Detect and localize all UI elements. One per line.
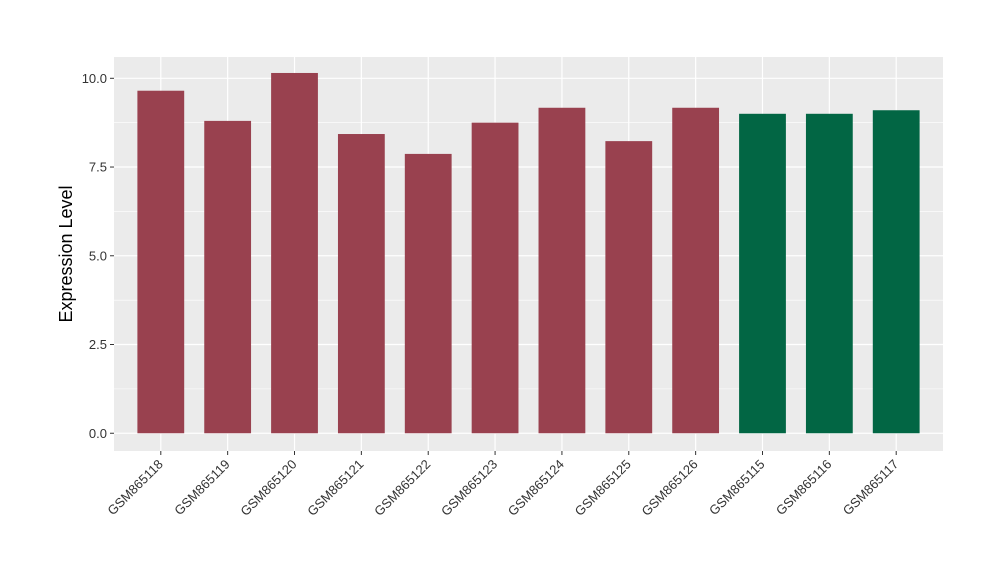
y-tick-label: 5.0 [89,248,107,263]
x-tick-label: GSM865119 [171,457,233,519]
bars [137,72,920,434]
y-tick-label: 0.0 [89,426,107,441]
bar-gsm865116 [805,113,853,434]
bar-gsm865120 [271,72,318,434]
x-tick-label: GSM865123 [438,457,500,519]
bar-gsm865126 [672,107,720,434]
x-tick-label: GSM865121 [304,457,366,519]
x-tick-label: GSM865116 [773,457,835,519]
x-tick-label: GSM865126 [639,457,701,519]
x-tick-label: GSM865120 [237,457,299,519]
x-tick-label: GSM865125 [572,457,634,519]
bar-gsm865115 [739,113,786,434]
bar-gsm865125 [605,141,653,434]
bar-gsm865118 [137,90,185,434]
x-tick-label: GSM865115 [706,457,768,519]
bar-gsm865123 [471,122,519,434]
y-tick-label: 2.5 [89,337,107,352]
bar-gsm865119 [204,120,252,434]
y-tick-label: 7.5 [89,160,107,175]
bar-gsm865124 [538,107,586,434]
y-axis: 0.0 2.5 5.0 7.5 10.0 [82,71,114,441]
bar-gsm865122 [404,153,452,434]
y-tick-label: 10.0 [82,71,107,86]
minor-gridlines [114,122,943,390]
x-tick-label: GSM865118 [104,457,166,519]
y-axis-title: Expression Level [56,185,76,322]
bar-gsm865117 [872,110,920,434]
x-axis: GSM865118 GSM865119 GSM865120 GSM865121 GSM8… [104,451,901,519]
x-tick-label: GSM865117 [840,457,902,519]
x-tick-label: GSM865124 [505,457,567,519]
bar-gsm865121 [337,134,385,434]
x-tick-label: GSM865122 [371,457,433,519]
